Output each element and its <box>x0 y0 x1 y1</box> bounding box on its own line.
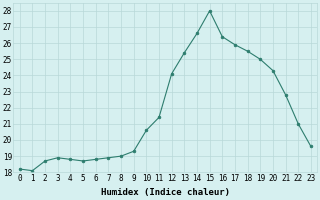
X-axis label: Humidex (Indice chaleur): Humidex (Indice chaleur) <box>101 188 230 197</box>
